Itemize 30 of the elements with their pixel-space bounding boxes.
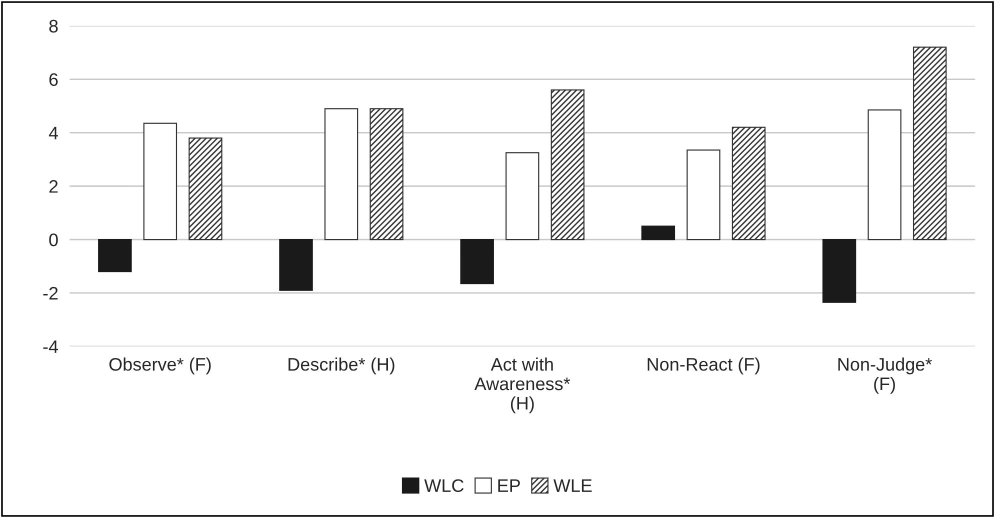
y-tick-label: 0	[49, 233, 58, 246]
y-tick-label: 2	[49, 180, 58, 193]
y-tick-label: -4	[43, 340, 58, 353]
bar	[143, 122, 178, 240]
bar	[460, 238, 494, 284]
bar	[324, 108, 358, 240]
x-tick-label: Act with Awareness* (H)	[474, 358, 570, 414]
y-tick-label: 6	[49, 73, 58, 86]
bar	[550, 89, 584, 240]
x-tick-label: Non-Judge* (F)	[838, 358, 932, 394]
bar	[370, 108, 404, 240]
legend-label: EP	[498, 479, 520, 492]
bar	[822, 238, 856, 303]
bar	[506, 152, 540, 240]
bar	[912, 46, 947, 240]
x-tick-label: Observe* (F)	[109, 358, 211, 374]
x-tick-label: Describe* (H)	[288, 358, 394, 374]
bar	[686, 150, 720, 240]
bar	[732, 126, 766, 240]
bar	[641, 226, 676, 240]
y-tick-label: 8	[49, 20, 58, 33]
legend-label: WLE	[553, 479, 592, 492]
y-tick-label: -2	[43, 286, 58, 300]
bar	[98, 238, 132, 272]
bar	[188, 137, 222, 240]
y-tick-label: 4	[48, 126, 58, 140]
x-tick-label: Non-React (F)	[648, 358, 760, 374]
bar	[868, 109, 902, 240]
legend-label: WLC	[424, 479, 464, 492]
bar	[279, 238, 313, 291]
